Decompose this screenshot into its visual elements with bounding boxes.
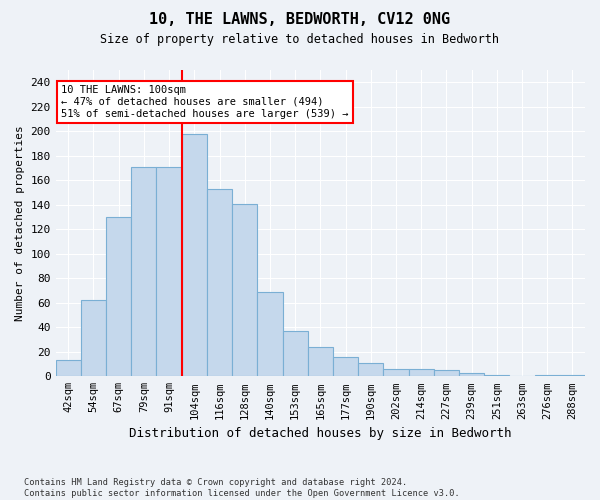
Bar — [56, 360, 81, 376]
Bar — [434, 370, 459, 376]
Bar — [157, 167, 182, 376]
Bar — [560, 375, 585, 376]
Bar — [459, 372, 484, 376]
Bar — [207, 189, 232, 376]
Bar — [383, 369, 409, 376]
Bar — [358, 363, 383, 376]
Bar — [182, 134, 207, 376]
X-axis label: Distribution of detached houses by size in Bedworth: Distribution of detached houses by size … — [129, 427, 512, 440]
Text: Size of property relative to detached houses in Bedworth: Size of property relative to detached ho… — [101, 32, 499, 46]
Bar — [131, 167, 157, 376]
Bar — [333, 356, 358, 376]
Bar — [409, 369, 434, 376]
Y-axis label: Number of detached properties: Number of detached properties — [15, 126, 25, 321]
Bar — [106, 217, 131, 376]
Text: 10 THE LAWNS: 100sqm
← 47% of detached houses are smaller (494)
51% of semi-deta: 10 THE LAWNS: 100sqm ← 47% of detached h… — [61, 86, 349, 118]
Bar — [283, 331, 308, 376]
Bar — [81, 300, 106, 376]
Text: Contains HM Land Registry data © Crown copyright and database right 2024.
Contai: Contains HM Land Registry data © Crown c… — [24, 478, 460, 498]
Bar — [308, 347, 333, 376]
Bar — [257, 292, 283, 376]
Bar — [232, 204, 257, 376]
Bar — [484, 375, 509, 376]
Text: 10, THE LAWNS, BEDWORTH, CV12 0NG: 10, THE LAWNS, BEDWORTH, CV12 0NG — [149, 12, 451, 28]
Bar — [535, 375, 560, 376]
